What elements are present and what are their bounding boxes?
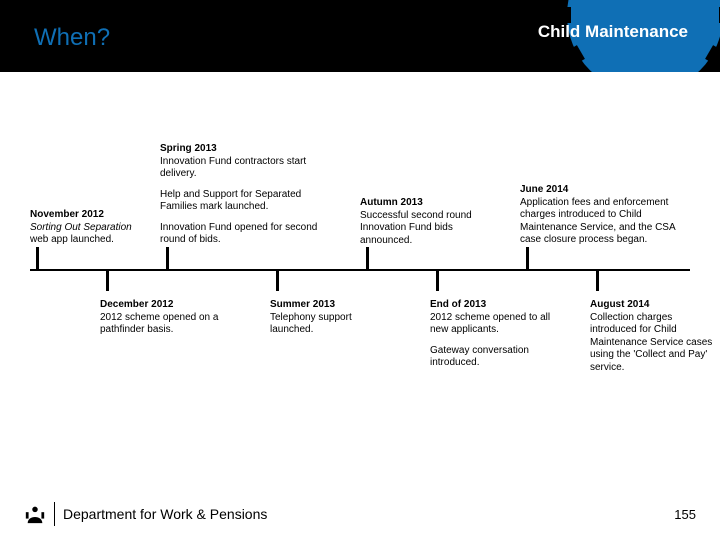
event-head: End of 2013 (430, 299, 570, 312)
event-head: December 2012 (100, 299, 255, 312)
timeline-event-bottom: August 2014Collection charges introduced… (590, 299, 720, 374)
timeline-tick (436, 269, 439, 291)
footer-divider (54, 502, 55, 526)
event-body: 2012 scheme opened to all new applicants… (430, 312, 570, 370)
timeline-axis (30, 269, 690, 271)
timeline-event-top: November 2012Sorting Out Separation web … (30, 209, 150, 247)
department-label: Department for Work & Pensions (63, 506, 267, 522)
crest-icon (24, 503, 46, 525)
timeline (30, 255, 690, 285)
event-head: Autumn 2013 (360, 197, 500, 210)
event-body: 2012 scheme opened on a pathfinder basis… (100, 312, 255, 337)
brand-label: Child Maintenance (538, 22, 688, 42)
page-number: 155 (674, 507, 696, 522)
timeline-tick (36, 247, 39, 269)
timeline-tick (106, 269, 109, 291)
event-body: Innovation Fund contractors start delive… (160, 156, 330, 247)
timeline-tick (526, 247, 529, 269)
timeline-event-top: Spring 2013Innovation Fund contractors s… (160, 143, 330, 247)
event-head: June 2014 (520, 184, 695, 197)
timeline-event-bottom: December 20122012 scheme opened on a pat… (100, 299, 255, 337)
event-head: November 2012 (30, 209, 150, 222)
timeline-event-bottom: Summer 2013Telephony support launched. (270, 299, 390, 337)
event-head: August 2014 (590, 299, 720, 312)
timeline-tick (596, 269, 599, 291)
event-head: Summer 2013 (270, 299, 390, 312)
event-body: Telephony support launched. (270, 312, 390, 337)
timeline-tick (366, 247, 369, 269)
timeline-event-top: June 2014Application fees and enforcemen… (520, 184, 695, 247)
event-body: Application fees and enforcement charges… (520, 197, 695, 247)
event-body: Successful second round Innovation Fund … (360, 210, 500, 248)
timeline-tick (166, 247, 169, 269)
timeline-event-bottom: End of 20132012 scheme opened to all new… (430, 299, 570, 370)
event-body: Collection charges introduced for Child … (590, 312, 720, 375)
page-title: When? (34, 24, 110, 52)
event-head: Spring 2013 (160, 143, 330, 156)
footer: Department for Work & Pensions (24, 502, 267, 526)
timeline-tick (276, 269, 279, 291)
event-body: Sorting Out Separation web app launched. (30, 222, 150, 247)
timeline-event-top: Autumn 2013Successful second round Innov… (360, 197, 500, 247)
gear-badge (490, 0, 720, 95)
